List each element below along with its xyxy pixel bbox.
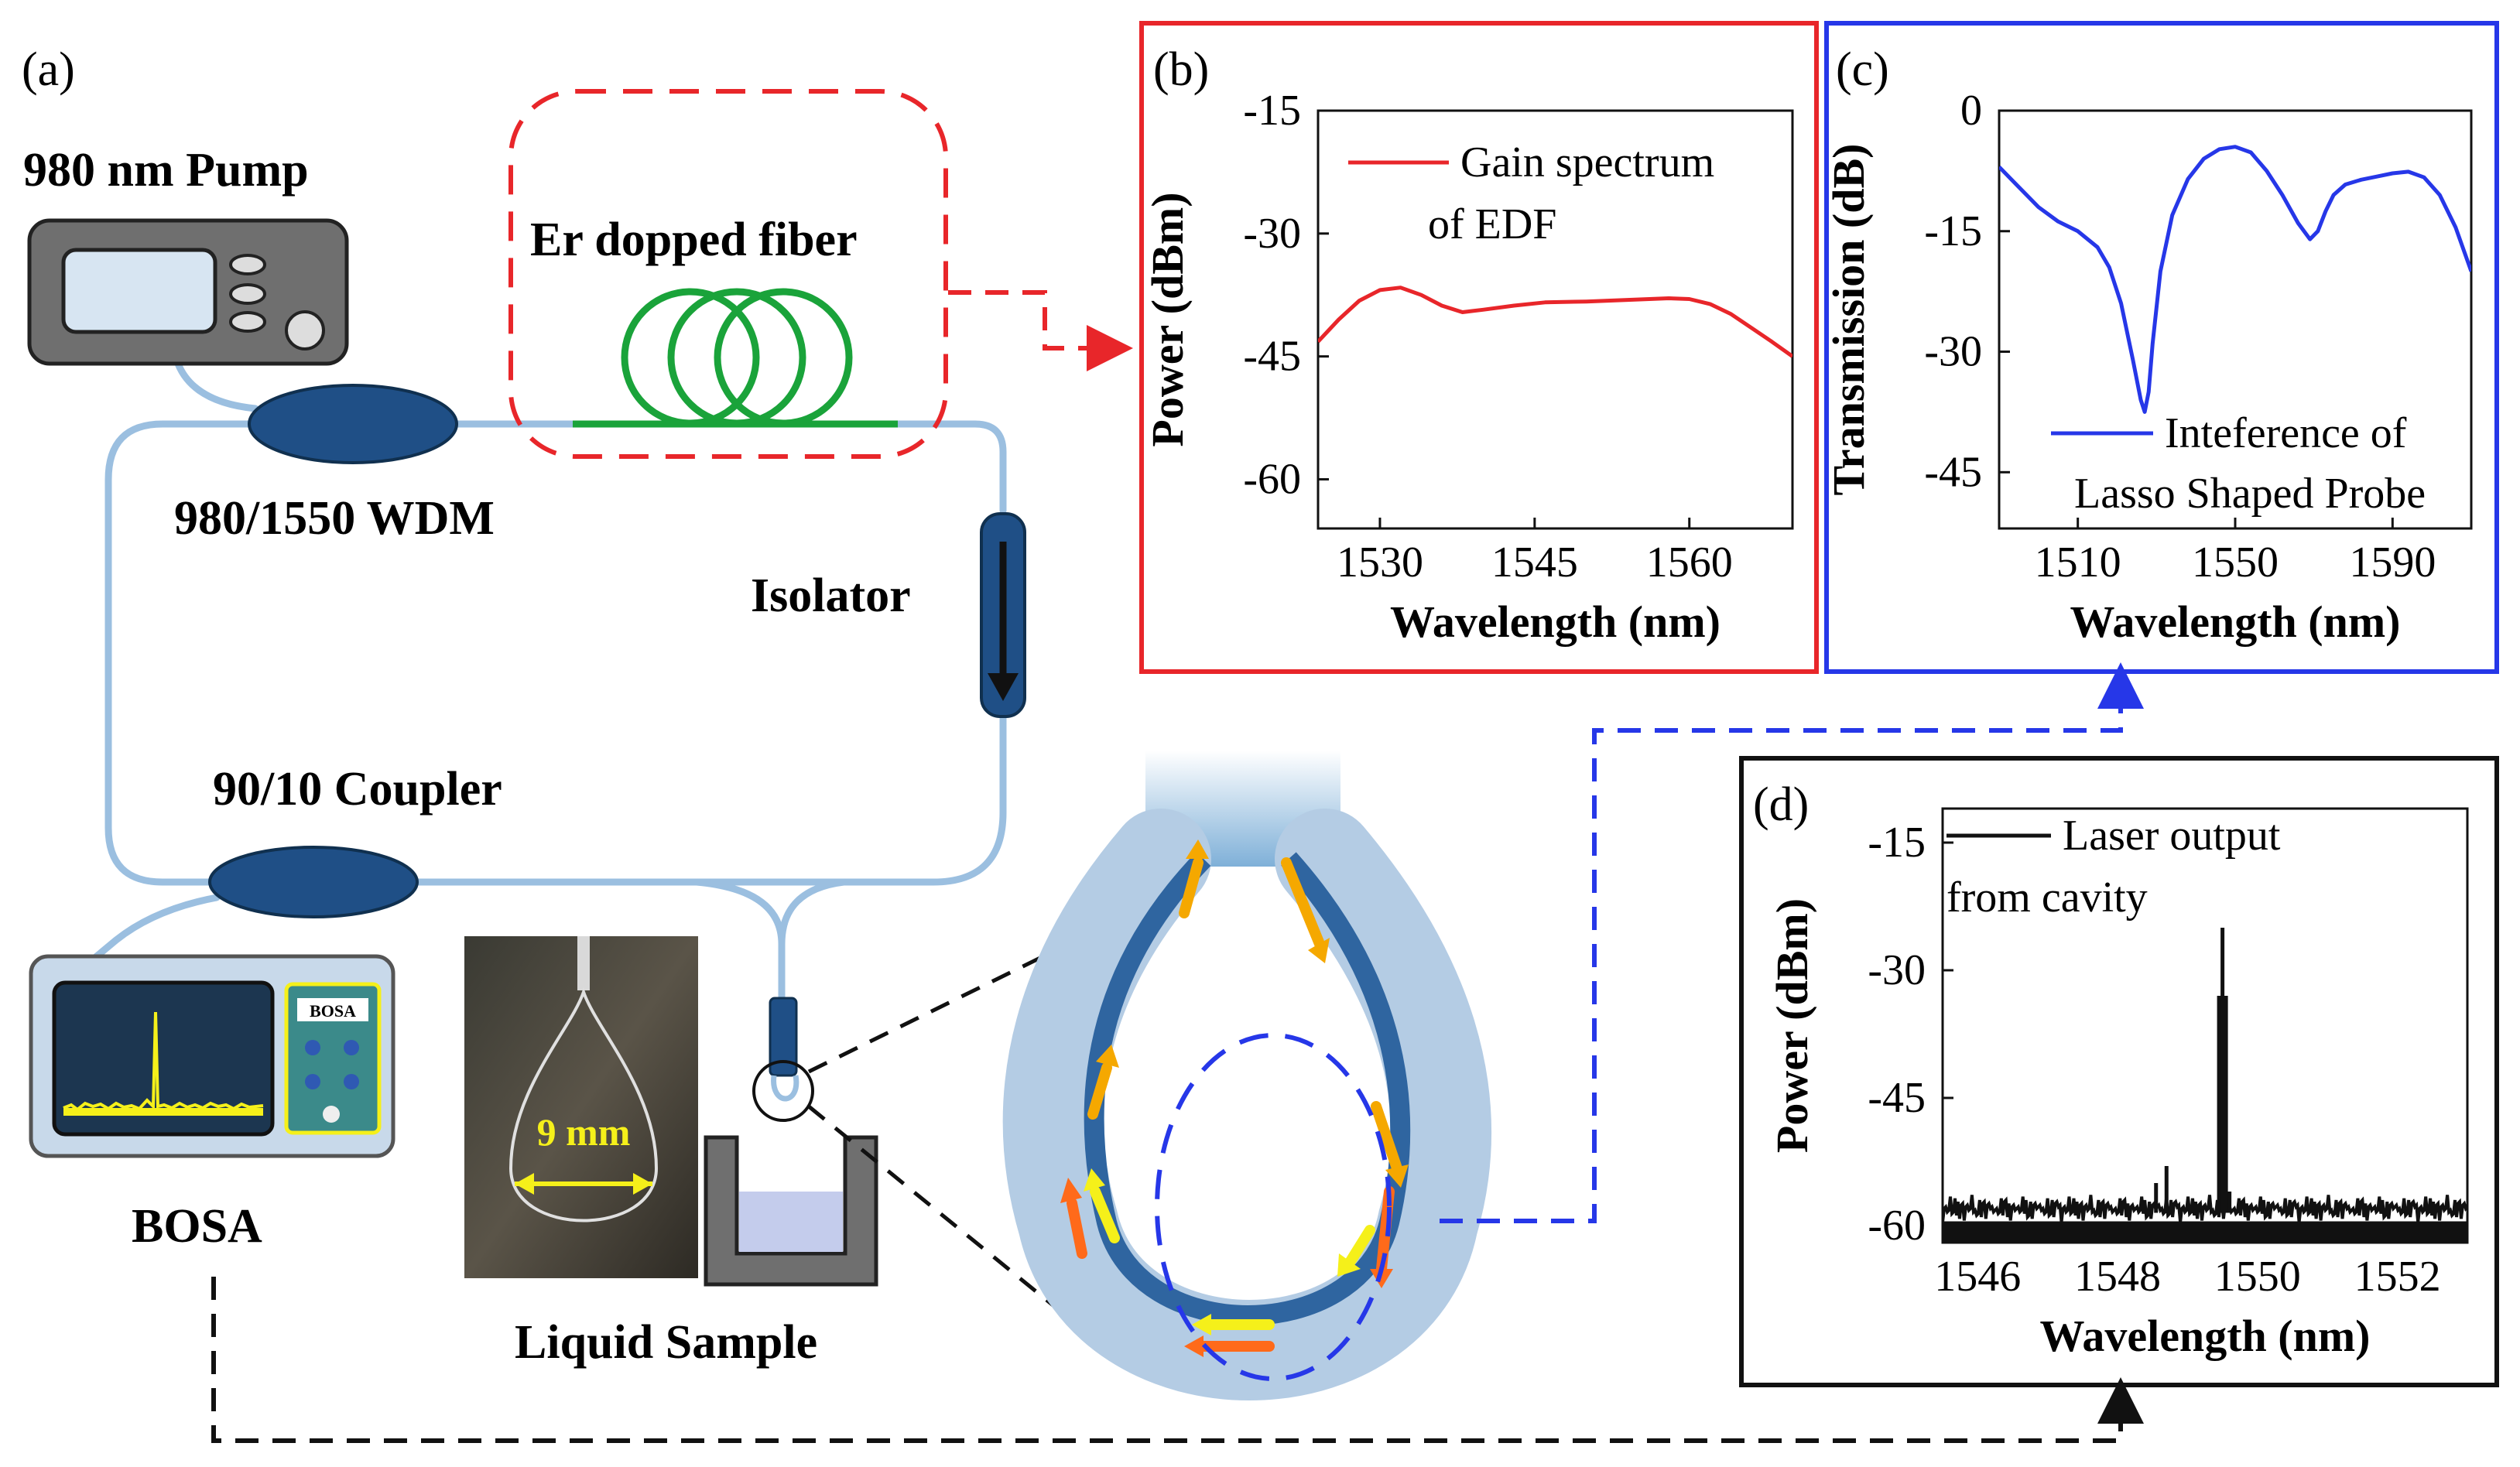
sample-label: Liquid Sample: [515, 1316, 817, 1369]
x-tick-label: 1590: [2349, 539, 2436, 586]
series-line: [1318, 286, 1792, 358]
y-tick-label: -15: [1243, 87, 1301, 135]
er-fiber-highlight-box: [508, 89, 948, 459]
series-line: [1999, 145, 2471, 414]
isolator: [980, 512, 1026, 718]
isolator-label: Isolator: [751, 569, 911, 622]
wdm-label: 980/1550 WDM: [174, 492, 495, 545]
chart-b-axes-box: [1316, 109, 1794, 530]
lasso-probe-enlarged: [1002, 751, 1491, 1400]
legend-text: Laser output: [2063, 812, 2281, 860]
y-tick-label: -30: [1924, 328, 1982, 376]
output-coupler: [208, 846, 419, 918]
y-axis-label: Power (dBm): [1767, 898, 1817, 1153]
legend-text: from cavity: [1946, 874, 2148, 922]
bosa-device: BOSA: [29, 954, 395, 1158]
probe-tip: [752, 997, 814, 1122]
x-tick-label: 1546: [1934, 1253, 2021, 1301]
x-tick-label: 1550: [2214, 1253, 2301, 1301]
y-tick-label: 0: [1960, 87, 1982, 135]
noise-floor-band: [1943, 1221, 2467, 1243]
pump-device: [27, 218, 349, 366]
chart-d-panel-label: (d): [1753, 778, 1809, 831]
chart-d-data: [1943, 928, 2467, 1243]
y-axis-label: Power (dBm): [1142, 192, 1193, 446]
y-tick-label: -60: [1868, 1202, 1926, 1250]
liquid-sample-container: [704, 1135, 878, 1287]
x-axis-label: Wavelength (nm): [2040, 1311, 2371, 1361]
y-tick-label: -45: [1924, 448, 1982, 496]
y-tick-label: -60: [1243, 455, 1301, 503]
flow-arrow-heads: [1060, 840, 1409, 1357]
x-tick-label: 1550: [2192, 539, 2279, 586]
er-doped-fiber-coil: [573, 288, 898, 428]
x-tick-label: 1545: [1491, 539, 1578, 586]
y-tick-label: -15: [1924, 207, 1982, 255]
coupler-label: 90/10 Coupler: [213, 763, 502, 816]
y-tick-label: -45: [1868, 1074, 1926, 1122]
fiber-ring: [89, 360, 1007, 1002]
chart-panel-b: (b) 1530 1545 1560 -15 -30 -45 -60 Wavelength (…: [1139, 21, 1819, 674]
bosa-label: BOSA: [132, 1200, 262, 1253]
y-tick-label: -30: [1243, 210, 1301, 258]
noise-floor-trace: [1943, 1195, 2467, 1222]
chart-b-plot: 1530 1545 1560 -15 -30 -45 -60 Wavelength (nm) P…: [1142, 87, 1794, 647]
chart-panel-d: (d) 1546 1548 1550 1552 -15 -30 -45 -60 Waveleng…: [1739, 756, 2499, 1387]
pump-label: 980 nm Pump: [23, 144, 309, 197]
x-axis-label: Wavelength (nm): [1390, 597, 1721, 647]
legend-text: Gain spectrum: [1460, 138, 1714, 186]
chart-b-panel-label: (b): [1153, 43, 1209, 96]
wdm-coupler: [248, 384, 458, 464]
chart-c-plot: 1510 1550 1590 0 -15 -30 -45 Wavelength (nm) Tra…: [1823, 87, 2473, 647]
y-axis-label: Transmission (dB): [1823, 144, 1874, 496]
x-tick-label: 1548: [2074, 1253, 2161, 1301]
chart-d-plot: 1546 1548 1550 1552 -15 -30 -45 -60 Wavelength (…: [1767, 807, 2469, 1361]
probe-photo: 9 mm: [464, 936, 698, 1278]
legend-text: Lasso Shaped Probe: [2074, 470, 2426, 518]
legend-text: Inteference of: [2165, 409, 2407, 457]
zoom-lines: [807, 953, 1081, 1329]
chart-b-frame: [1139, 21, 1819, 674]
x-tick-label: 1552: [2354, 1253, 2441, 1301]
chart-c-frame: [1824, 21, 2499, 674]
chart-c-data: [1999, 145, 2471, 414]
connector-arrows: [211, 290, 2144, 1443]
y-tick-label: -30: [1868, 946, 1926, 994]
schematic-panel: (a) 980 nm Pump 980/1550 WDM Er dopp: [22, 43, 2144, 1443]
interference-region-highlight: [1155, 1033, 1392, 1381]
chart-b-data: [1318, 286, 1792, 358]
y-tick-label: -15: [1868, 819, 1926, 867]
dimension-label: 9 mm: [537, 1110, 631, 1154]
chart-panel-c: (c) 1510 1550 1590 0 -15 -30 -45 Wavelength (nm…: [1823, 21, 2499, 674]
bosa-screen-tag: BOSA: [310, 1001, 356, 1021]
legend-text: of EDF: [1428, 200, 1556, 248]
x-tick-label: 1530: [1337, 539, 1423, 586]
x-tick-label: 1510: [2035, 539, 2121, 586]
chart-d-frame: [1739, 756, 2499, 1387]
er-fiber-label: Er dopped fiber: [530, 214, 858, 266]
x-axis-label: Wavelength (nm): [2070, 597, 2401, 647]
chart-c-panel-label: (c): [1836, 43, 1889, 96]
panel-label-a: (a): [22, 43, 75, 96]
x-tick-label: 1560: [1646, 539, 1733, 586]
y-tick-label: -45: [1243, 333, 1301, 381]
